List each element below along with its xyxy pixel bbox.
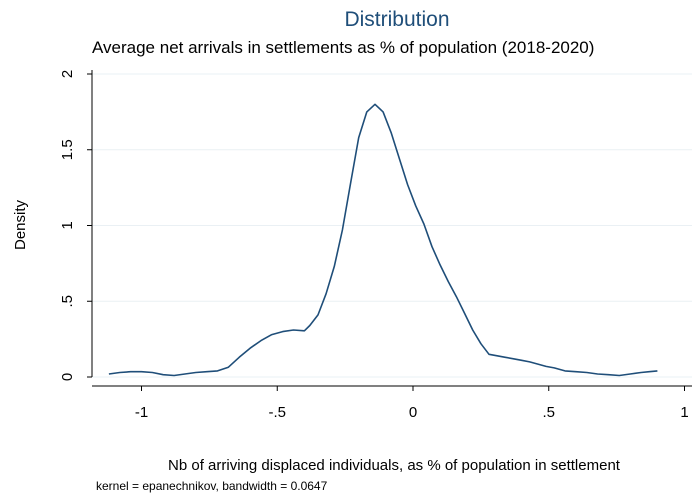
y-tick-label-2: 1: [59, 221, 76, 229]
kernel-note: kernel = epanechnikov, bandwidth = 0.064…: [96, 479, 328, 493]
y-tick-label-4: 2: [59, 70, 76, 78]
x-tick-label-0: -1: [135, 404, 148, 421]
y-axis-label: Density: [12, 199, 29, 250]
density-series-line: [108, 103, 658, 377]
x-tick-label-2: 0: [409, 404, 417, 421]
chart-title: Distribution: [344, 8, 449, 31]
chart-subtitle: Average net arrivals in settlements as %…: [92, 38, 594, 57]
grid-lines: [92, 73, 692, 378]
tick-labels: 0 .5 1 1.5 2 -1 -.5 0 .5 1: [59, 70, 689, 421]
y-tick-label-3: 1.5: [59, 139, 76, 160]
x-tick-label-4: 1: [680, 404, 688, 421]
y-tick-label-0: 0: [59, 373, 76, 381]
axes: [87, 70, 692, 391]
x-tick-label-1: -.5: [268, 404, 286, 421]
y-tick-label-1: .5: [59, 295, 76, 308]
x-axis-label: Nb of arriving displaced individuals, as…: [168, 457, 621, 474]
x-tick-label-3: .5: [542, 404, 555, 421]
